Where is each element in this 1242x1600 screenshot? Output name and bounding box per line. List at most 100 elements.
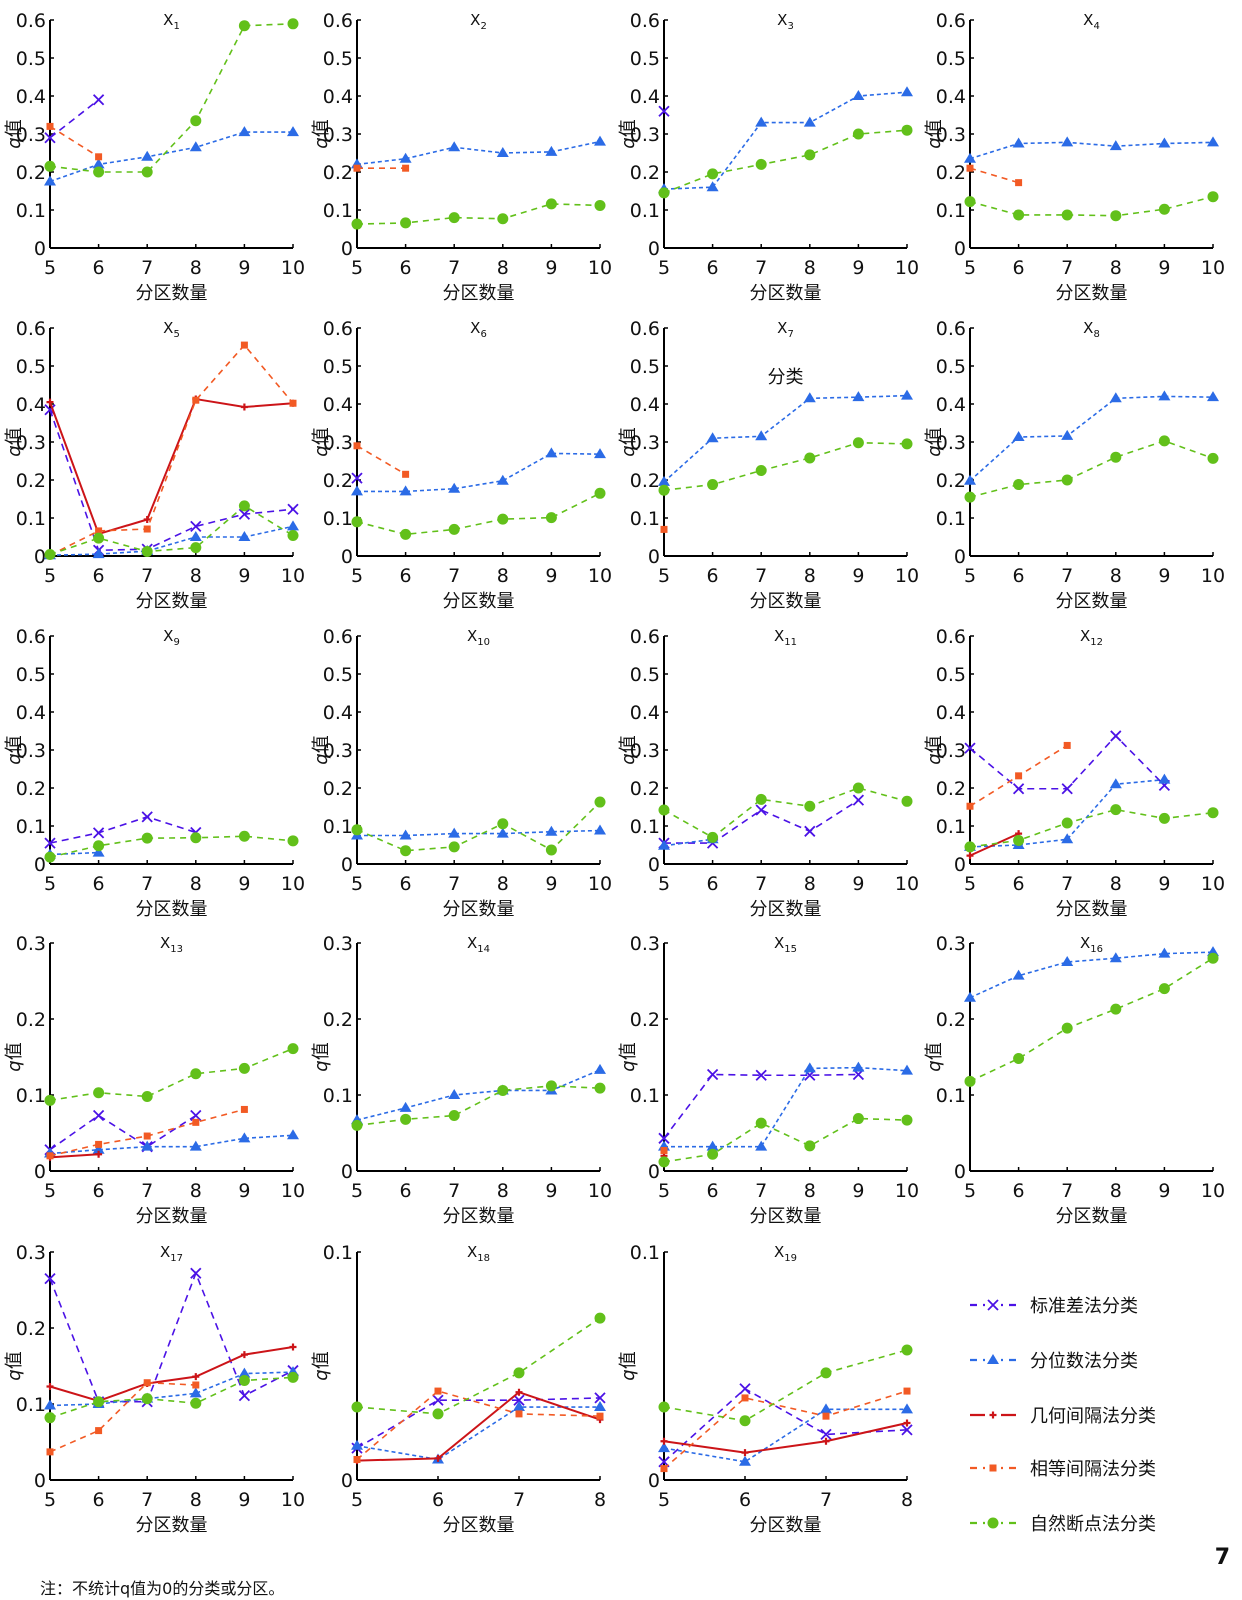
- chart-svg: 0 0.1 0.2 0.3 0.4 0.5 0.6 5 6 7 8 9 10 分区数量 q值 X1: [4, 10, 305, 304]
- data-point-natural: [400, 217, 412, 229]
- y-axis-title: q值: [4, 735, 25, 764]
- series-line-natural: [356, 203, 601, 225]
- y-tick-label: 0: [34, 238, 46, 260]
- legend-label: 相等间隔法分类: [1030, 1459, 1156, 1480]
- data-point-natural: [448, 212, 460, 224]
- data-point-equal: [1015, 772, 1023, 780]
- data-point-quantile: [1207, 391, 1219, 402]
- data-point-equal: [240, 1105, 248, 1113]
- y-tick-label: 0.2: [630, 470, 660, 492]
- data-point-quantile: [706, 181, 719, 192]
- chart-svg: 0 0.1 0.2 0.3 5 6 7 8 9 10 分区数量 q值 X16: [924, 933, 1225, 1227]
- y-axis-title: q值: [618, 427, 639, 456]
- data-point-natural: [1013, 479, 1025, 491]
- y-tick-label: 0: [954, 854, 966, 876]
- data-point-equal: [143, 1379, 151, 1387]
- x-axis-title: 分区数量: [136, 899, 208, 920]
- data-point-equal: [192, 1381, 200, 1389]
- series-std: [44, 811, 202, 849]
- chart-panel-x1: 0 0.1 0.2 0.3 0.4 0.5 0.6 5 6 7 8 9 10 分区数量 q值 X1: [0, 0, 310, 310]
- x-axis-title: 分区数量: [443, 1206, 515, 1227]
- x-tick-label: 10: [1201, 565, 1225, 587]
- data-point-geometric: [966, 852, 974, 860]
- x-tick-label: 8: [901, 1489, 913, 1511]
- y-tick-label: 0.2: [936, 470, 966, 492]
- data-point-natural: [901, 1344, 913, 1356]
- series-natural: [351, 487, 606, 540]
- data-point-natural: [755, 1117, 767, 1129]
- data-point-natural: [901, 1114, 913, 1126]
- series-line-quantile: [969, 141, 1214, 160]
- series-quantile: [658, 1403, 913, 1466]
- series-natural: [964, 804, 1219, 853]
- data-point-quantile: [594, 1063, 606, 1074]
- series-line-equal: [356, 445, 407, 475]
- series-line-quantile: [356, 1069, 601, 1121]
- data-point-natural: [44, 1412, 56, 1424]
- series-std: [44, 1267, 299, 1408]
- x-tick-label: 10: [588, 873, 612, 895]
- data-point-natural: [658, 484, 670, 496]
- x-tick-label: 6: [93, 565, 105, 587]
- data-point-natural: [141, 166, 153, 178]
- series-std: [44, 94, 105, 144]
- x-axis-title: 分区数量: [136, 1515, 208, 1536]
- x-tick-label: 6: [400, 257, 412, 279]
- y-tick-label: 0.6: [323, 318, 353, 340]
- data-point-quantile: [1061, 956, 1074, 966]
- chart-svg: 0 0.1 5 6 7 8 分区数量 q值 X19: [618, 1242, 913, 1536]
- chart-panel-x14: 0 0.1 0.2 0.3 5 6 7 8 9 10 分区数量 q值 X14: [307, 923, 617, 1233]
- data-point-natural: [804, 800, 816, 812]
- data-point-natural: [44, 1094, 56, 1106]
- data-point-natural: [287, 18, 299, 30]
- series-quantile: [658, 86, 913, 194]
- data-point-equal: [402, 164, 410, 172]
- x-tick-label: 6: [707, 565, 719, 587]
- series-line-geometric: [49, 1153, 99, 1159]
- legend-item-geometric: 几何间隔法分类: [968, 1400, 1238, 1430]
- x-tick-label: 9: [1158, 873, 1170, 895]
- x-tick-label: 6: [93, 1180, 105, 1202]
- y-axis-title: q值: [618, 735, 639, 764]
- y-tick-label: 0.4: [16, 394, 46, 416]
- data-point-quantile: [755, 116, 768, 127]
- series-natural: [658, 124, 913, 199]
- data-point-quantile: [189, 531, 202, 541]
- data-point-natural: [658, 1156, 670, 1168]
- data-point-quantile: [1158, 390, 1171, 401]
- y-axis-title: q值: [311, 1042, 332, 1071]
- x-tick-label: 5: [964, 1180, 976, 1202]
- data-point-natural: [238, 1062, 250, 1074]
- x-tick-label: 9: [1158, 257, 1170, 279]
- data-point-std: [287, 503, 299, 515]
- x-axis-title: 分区数量: [750, 899, 822, 920]
- data-point-quantile: [803, 116, 816, 127]
- series-natural: [964, 435, 1219, 503]
- y-tick-label: 0.3: [16, 432, 46, 454]
- y-tick-label: 0.6: [16, 318, 46, 340]
- chart-panel-x19: 0 0.1 5 6 7 8 分区数量 q值 X19: [614, 1232, 924, 1542]
- data-point-natural: [190, 1068, 202, 1080]
- y-tick-label: 0.4: [630, 394, 660, 416]
- data-point-equal: [95, 153, 103, 161]
- x-tick-label: 9: [1158, 1180, 1170, 1202]
- y-tick-label: 0.5: [936, 356, 966, 378]
- y-axis-title: q值: [924, 1042, 945, 1071]
- y-tick-label: 0.6: [16, 10, 46, 32]
- y-tick-label: 0.3: [16, 933, 46, 955]
- series-line-equal: [969, 167, 1019, 184]
- data-point-equal: [596, 1412, 604, 1420]
- y-tick-label: 0.4: [630, 86, 660, 108]
- x-tick-label: 9: [238, 565, 250, 587]
- y-axis-title: q值: [311, 427, 332, 456]
- data-point-natural: [852, 782, 864, 794]
- chart-svg: 0 0.1 0.2 0.3 5 6 7 8 9 10 分区数量 q值 X17: [4, 1242, 305, 1536]
- data-point-natural: [545, 512, 557, 524]
- data-point-natural: [852, 1113, 864, 1125]
- y-tick-label: 0: [34, 1161, 46, 1183]
- x-tick-label: 8: [497, 257, 509, 279]
- data-point-quantile: [1158, 773, 1171, 784]
- x-axis-title: 分区数量: [1056, 899, 1128, 920]
- y-tick-label: 0: [341, 546, 353, 568]
- y-tick-label: 0.3: [16, 740, 46, 762]
